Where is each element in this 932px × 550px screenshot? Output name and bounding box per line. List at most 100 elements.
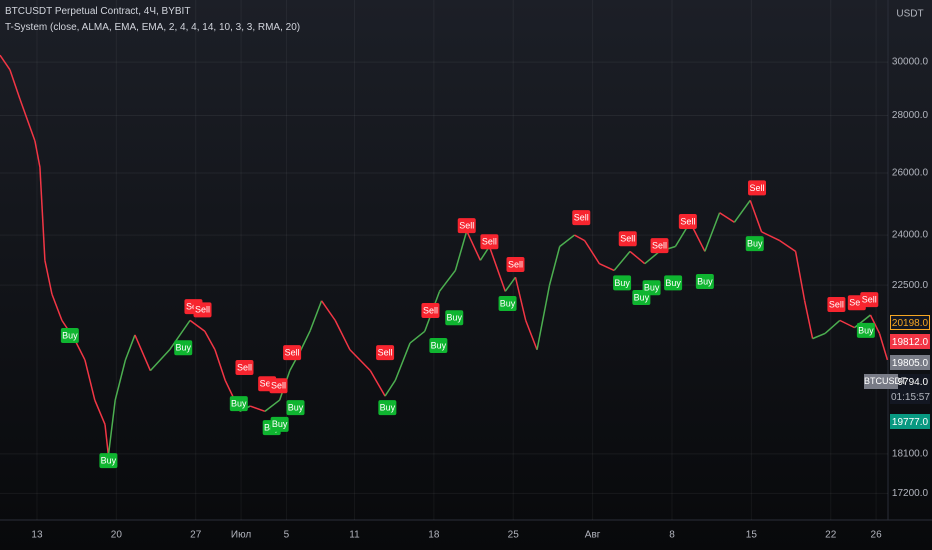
- price-tag: 19805.0: [890, 355, 930, 370]
- x-tick-label: 22: [825, 530, 837, 541]
- signal-label: Sell: [285, 348, 300, 358]
- signal-label-box: [678, 213, 697, 229]
- signal-label: Sell: [237, 362, 252, 372]
- price-segment: [794, 251, 806, 301]
- price-segment: [514, 277, 527, 321]
- price-segment: [51, 293, 63, 321]
- signal-label-box: [480, 234, 499, 250]
- signal-label-box: [376, 345, 395, 361]
- signal-label-box: [860, 292, 879, 308]
- price-segment: [334, 320, 351, 351]
- price-segment: [454, 230, 468, 271]
- indicator-title: T-System (close, ALMA, EMA, EMA, 2, 4, 4…: [5, 22, 301, 33]
- signal-label-box: [618, 231, 637, 247]
- signal-label: Buy: [272, 419, 288, 429]
- price-segment: [584, 240, 601, 265]
- price-segment: [749, 200, 763, 233]
- signal-label-box: [613, 275, 632, 291]
- price-segment: [189, 319, 206, 332]
- signal-label-box: [270, 416, 289, 432]
- signal-label-box: [642, 280, 661, 296]
- signal-label: Sell: [195, 305, 210, 315]
- price-segment: [84, 359, 96, 401]
- signal-label: Sell: [378, 348, 393, 358]
- signal-label: Sell: [271, 381, 286, 391]
- price-segment: [629, 250, 646, 265]
- signal-label-box: [429, 338, 448, 354]
- signal-label-box: [269, 378, 288, 394]
- signal-label-box: [286, 400, 305, 416]
- signal-label: Sell: [849, 298, 864, 308]
- y-tick-label: 30000.0: [892, 57, 929, 68]
- signal-label: Buy: [431, 340, 447, 350]
- signal-label: Sell: [508, 259, 523, 269]
- signal-label: Buy: [747, 239, 763, 249]
- price-segment: [19, 98, 36, 142]
- signal-label: Sell: [186, 302, 201, 312]
- x-tick-label: 15: [746, 530, 758, 541]
- signal-label-box: [745, 236, 764, 252]
- signal-label: Sell: [459, 220, 474, 230]
- x-tick-label: 18: [428, 530, 440, 541]
- price-segment: [0, 54, 11, 71]
- x-tick-label: 11: [349, 530, 360, 541]
- price-segment: [839, 319, 855, 329]
- symbol-tag: BTCUSDT: [864, 374, 907, 389]
- price-segment: [504, 276, 517, 292]
- signal-label-box: [235, 359, 254, 375]
- signal-label-box: [421, 303, 440, 319]
- price-segment: [803, 300, 814, 339]
- price-segment: [761, 231, 781, 242]
- x-tick-label: Июл: [231, 530, 251, 541]
- price-segment: [74, 339, 86, 361]
- signal-label: Buy: [665, 278, 681, 288]
- x-tick-label: 20: [111, 530, 123, 541]
- signal-label-box: [229, 396, 248, 412]
- price-segment: [39, 167, 46, 261]
- signal-label-box: [60, 328, 79, 344]
- price-tag: 19777.0: [890, 414, 930, 429]
- price-tag: 19812.0: [890, 334, 930, 349]
- x-tick-label: 8: [669, 530, 675, 541]
- price-segment: [548, 246, 561, 286]
- price-segment: [559, 234, 575, 248]
- price-segment: [599, 263, 615, 272]
- signal-label: Sell: [620, 234, 635, 244]
- y-tick-label: 26000.0: [892, 168, 929, 179]
- signal-label: Buy: [231, 398, 247, 408]
- price-segment: [214, 349, 226, 381]
- price-segment: [124, 334, 136, 361]
- signal-label-box: [650, 238, 669, 254]
- y-tick-label: 17200.0: [892, 488, 929, 499]
- price-segment: [869, 314, 881, 334]
- signal-label-box: [445, 310, 464, 326]
- signal-label: Buy: [858, 325, 874, 335]
- signal-label: Buy: [175, 343, 191, 353]
- price-segment: [733, 199, 751, 223]
- y-axis-label: USDT: [896, 9, 923, 20]
- signal-label: Sell: [260, 379, 275, 389]
- price-segment: [779, 239, 797, 253]
- price-segment: [309, 300, 323, 331]
- y-tick-label: 18100.0: [892, 448, 929, 459]
- signal-label: Buy: [614, 278, 630, 288]
- price-segment: [349, 349, 371, 372]
- price-segment: [488, 246, 506, 292]
- x-tick-label: 5: [284, 530, 290, 541]
- x-tick-label: 26: [871, 530, 883, 541]
- signal-label: Sell: [482, 237, 497, 247]
- price-segment: [878, 333, 889, 361]
- price-segment: [574, 234, 586, 242]
- price-tag: 19794.0: [890, 374, 930, 389]
- price-segment: [824, 319, 841, 335]
- signal-label: Buy: [634, 292, 650, 302]
- price-segment: [149, 349, 171, 372]
- price-segment: [812, 332, 826, 340]
- signal-label-box: [856, 322, 875, 338]
- price-segment: [299, 330, 311, 352]
- signal-label: Buy: [697, 276, 713, 286]
- signal-label-box: [193, 302, 212, 318]
- signal-label-box: [378, 400, 397, 416]
